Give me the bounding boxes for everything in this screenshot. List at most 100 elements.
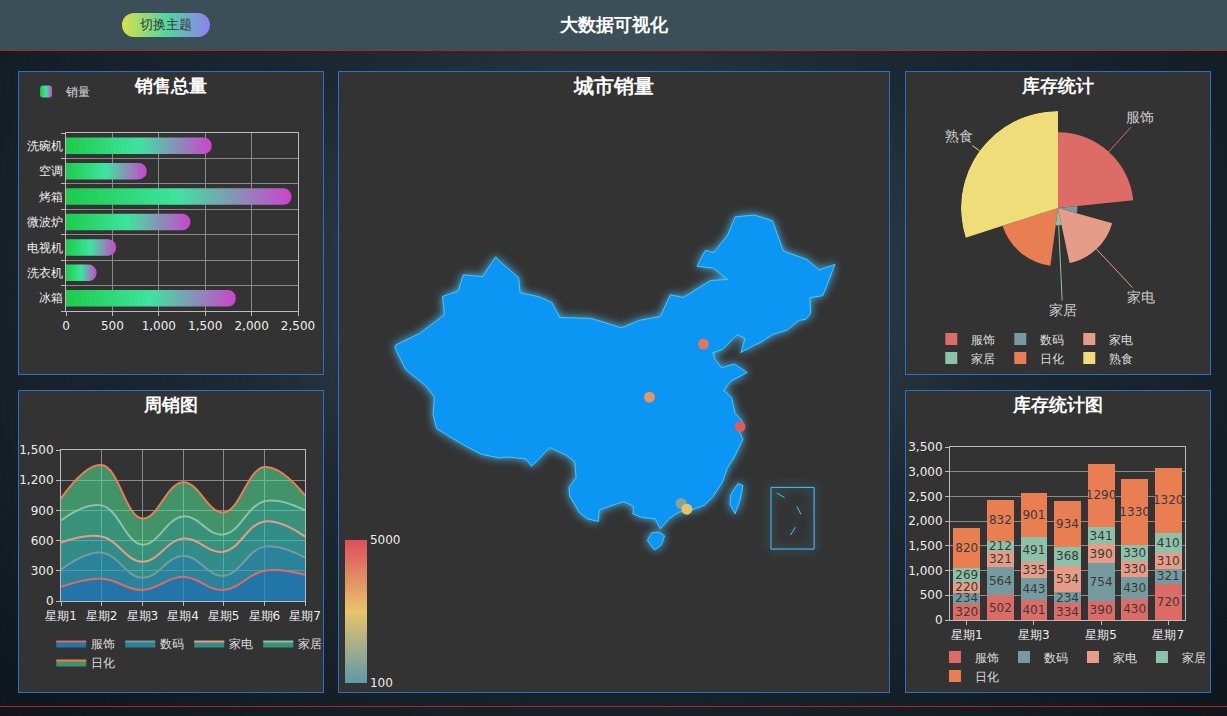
- svg-text:502: 502: [989, 601, 1012, 615]
- svg-text:832: 832: [989, 513, 1012, 527]
- svg-text:368: 368: [1056, 549, 1079, 563]
- svg-text:1,500: 1,500: [908, 539, 942, 553]
- svg-text:320: 320: [955, 605, 978, 619]
- svg-text:330: 330: [1123, 546, 1146, 560]
- svg-text:家电: 家电: [1127, 289, 1155, 305]
- svg-text:家居: 家居: [1182, 651, 1206, 665]
- svg-text:564: 564: [989, 574, 1012, 588]
- svg-text:家居: 家居: [298, 637, 322, 651]
- svg-text:服饰: 服饰: [971, 333, 995, 347]
- svg-text:330: 330: [1123, 562, 1146, 576]
- svg-text:熟食: 熟食: [945, 128, 973, 144]
- svg-text:日化: 日化: [1040, 352, 1064, 366]
- svg-text:1,000: 1,000: [142, 319, 176, 333]
- svg-text:5000: 5000: [370, 533, 401, 547]
- svg-text:310: 310: [1157, 554, 1180, 568]
- svg-text:720: 720: [1157, 595, 1180, 609]
- svg-text:534: 534: [1056, 572, 1079, 586]
- svg-text:212: 212: [989, 539, 1012, 553]
- svg-text:234: 234: [955, 591, 978, 605]
- svg-text:星期5: 星期5: [208, 609, 240, 623]
- svg-text:数码: 数码: [160, 637, 184, 651]
- svg-text:销量: 销量: [65, 85, 90, 99]
- svg-text:日化: 日化: [975, 670, 999, 684]
- svg-text:443: 443: [1022, 582, 1045, 596]
- svg-text:星期1: 星期1: [951, 628, 983, 642]
- svg-text:500: 500: [920, 588, 943, 602]
- svg-text:3,000: 3,000: [908, 465, 942, 479]
- svg-text:0: 0: [46, 594, 54, 608]
- svg-text:0: 0: [62, 319, 70, 333]
- svg-text:服饰: 服饰: [1126, 109, 1154, 125]
- svg-text:269: 269: [955, 568, 978, 582]
- svg-text:1290: 1290: [1086, 488, 1117, 502]
- svg-text:2,500: 2,500: [281, 319, 315, 333]
- svg-text:390: 390: [1090, 547, 1113, 561]
- svg-text:754: 754: [1090, 575, 1113, 589]
- svg-text:220: 220: [955, 580, 978, 594]
- svg-text:0: 0: [935, 613, 943, 627]
- svg-text:410: 410: [1157, 536, 1180, 550]
- svg-text:库存统计: 库存统计: [1021, 75, 1094, 96]
- svg-text:服饰: 服饰: [975, 651, 999, 665]
- svg-text:星期4: 星期4: [167, 609, 199, 623]
- svg-text:电视机: 电视机: [27, 241, 63, 255]
- svg-text:430: 430: [1123, 602, 1146, 616]
- svg-text:数码: 数码: [1040, 333, 1064, 347]
- svg-text:销售总量: 销售总量: [134, 75, 207, 96]
- svg-text:934: 934: [1056, 517, 1079, 531]
- svg-text:300: 300: [31, 564, 54, 578]
- svg-text:820: 820: [955, 541, 978, 555]
- svg-text:335: 335: [1022, 563, 1045, 577]
- svg-text:900: 900: [31, 504, 54, 518]
- svg-text:微波炉: 微波炉: [27, 215, 63, 229]
- svg-text:491: 491: [1022, 543, 1045, 557]
- svg-text:洗碗机: 洗碗机: [27, 139, 63, 153]
- svg-text:1,000: 1,000: [908, 564, 942, 578]
- svg-text:1,200: 1,200: [19, 473, 53, 487]
- svg-text:星期5: 星期5: [1085, 628, 1117, 642]
- svg-text:家居: 家居: [971, 352, 995, 366]
- svg-text:烤箱: 烤箱: [39, 190, 63, 204]
- svg-text:熟食: 熟食: [1109, 352, 1133, 366]
- svg-text:500: 500: [101, 319, 124, 333]
- svg-text:服饰: 服饰: [91, 637, 115, 651]
- svg-text:1,500: 1,500: [19, 443, 53, 457]
- svg-text:334: 334: [1056, 605, 1079, 619]
- svg-text:401: 401: [1022, 603, 1045, 617]
- svg-text:1320: 1320: [1153, 493, 1184, 507]
- svg-text:901: 901: [1022, 508, 1045, 522]
- svg-text:321: 321: [989, 552, 1012, 566]
- svg-text:冰箱: 冰箱: [39, 291, 63, 305]
- svg-text:星期3: 星期3: [127, 609, 159, 623]
- svg-text:星期3: 星期3: [1018, 628, 1050, 642]
- svg-text:321: 321: [1157, 569, 1180, 583]
- svg-text:100: 100: [370, 676, 393, 690]
- svg-text:341: 341: [1090, 529, 1113, 543]
- svg-text:430: 430: [1123, 581, 1146, 595]
- svg-text:星期7: 星期7: [289, 609, 321, 623]
- svg-text:家电: 家电: [229, 637, 253, 651]
- svg-text:周销图: 周销图: [143, 394, 198, 415]
- svg-text:数码: 数码: [1044, 651, 1068, 665]
- svg-text:家居: 家居: [1049, 302, 1077, 318]
- svg-text:星期6: 星期6: [249, 609, 281, 623]
- svg-text:234: 234: [1056, 591, 1079, 605]
- svg-text:家电: 家电: [1109, 333, 1133, 347]
- svg-text:星期1: 星期1: [45, 609, 77, 623]
- svg-text:1,500: 1,500: [188, 319, 222, 333]
- svg-text:390: 390: [1090, 603, 1113, 617]
- svg-text:日化: 日化: [91, 656, 115, 670]
- svg-text:星期2: 星期2: [86, 609, 118, 623]
- svg-text:2,000: 2,000: [234, 319, 268, 333]
- svg-text:空调: 空调: [39, 164, 63, 178]
- svg-text:洗衣机: 洗衣机: [27, 266, 63, 280]
- svg-text:库存统计图: 库存统计图: [1012, 394, 1103, 415]
- svg-text:星期7: 星期7: [1152, 628, 1184, 642]
- svg-text:2,000: 2,000: [908, 514, 942, 528]
- svg-text:家电: 家电: [1113, 651, 1137, 665]
- svg-text:3,500: 3,500: [908, 440, 942, 454]
- svg-text:1330: 1330: [1119, 505, 1150, 519]
- svg-text:600: 600: [31, 534, 54, 548]
- svg-text:城市销量: 城市销量: [573, 74, 654, 98]
